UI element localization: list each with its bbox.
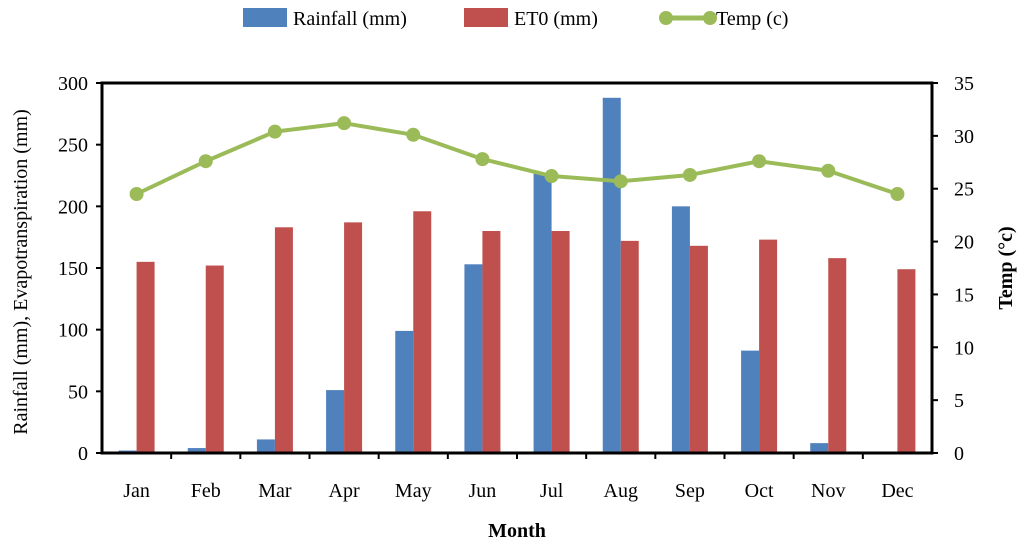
y-tick-label: 200	[58, 196, 88, 218]
x-tick-label: May	[395, 480, 432, 502]
et0-bar-jan	[136, 261, 155, 453]
temp-marker-feb	[198, 154, 213, 169]
x-tick-label: Aug	[604, 480, 638, 502]
legend-swatch-rainfall	[243, 8, 287, 27]
legend-marker-temp	[659, 11, 673, 25]
y2-tick-label: 10	[954, 337, 974, 359]
y-tick-label: 300	[58, 73, 88, 95]
y-tick-label: 150	[58, 258, 88, 280]
rainfall-bar-nov	[810, 443, 829, 453]
bars-group	[118, 97, 916, 454]
x-tick-label: Jul	[540, 480, 564, 502]
x-tick-label: Mar	[258, 480, 292, 502]
et0-bar-jul	[551, 231, 570, 453]
temp-marker-nov	[821, 163, 836, 178]
y2-axis-title: Temp (°c)	[995, 226, 1017, 309]
et0-bar-aug	[620, 240, 639, 453]
rainfall-bar-may	[395, 330, 414, 453]
rainfall-bar-feb	[187, 448, 206, 453]
temp-marker-oct	[752, 154, 767, 169]
y-axis-left: 0 50 100 150 200 250 300	[58, 73, 102, 465]
y2-tick-label: 30	[954, 126, 974, 148]
x-tick-label: Apr	[329, 480, 360, 502]
rainfall-bar-oct	[741, 350, 760, 453]
x-tick-label: Oct	[745, 480, 774, 502]
x-axis-title: Month	[488, 520, 546, 542]
y2-tick-label: 5	[954, 390, 964, 412]
y2-tick-label: 20	[954, 232, 974, 254]
y2-tick-label: 25	[954, 179, 974, 201]
rainfall-bar-apr	[326, 390, 345, 453]
legend-marker-temp	[703, 11, 717, 25]
y-axis-title: Rainfall (mm), Evapotranspiration (mm)	[10, 109, 32, 434]
rainfall-bar-aug	[602, 97, 621, 454]
et0-bar-nov	[828, 258, 847, 453]
temp-marker-aug	[613, 174, 628, 189]
y-axis-right: 0 5 10 15 20 25 30 35	[932, 73, 974, 465]
x-tick-label: Jun	[469, 480, 497, 502]
rainfall-bar-mar	[256, 439, 275, 453]
et0-bar-feb	[205, 265, 224, 453]
et0-bar-apr	[344, 222, 363, 453]
temp-marker-jul	[544, 169, 559, 184]
legend-label-temp: Temp (c)	[716, 8, 788, 30]
x-tick-label: Dec	[881, 480, 913, 502]
y-tick-label: 0	[78, 443, 88, 465]
x-axis: Jan Feb Mar Apr May Jun Jul Aug Sep Oct Nov Dec	[123, 453, 914, 502]
temp-marker-may	[406, 127, 421, 142]
et0-bar-jun	[482, 231, 501, 453]
temp-marker-dec	[890, 187, 905, 201]
legend-swatch-et0	[464, 8, 508, 27]
legend-label-et0: ET0 (mm)	[514, 8, 598, 30]
y2-tick-label: 0	[954, 443, 964, 465]
x-tick-label: Jan	[123, 480, 150, 502]
rainfall-bar-sep	[671, 206, 690, 453]
y2-tick-label: 35	[954, 73, 974, 95]
x-tick-label: Nov	[811, 480, 845, 502]
temp-marker-mar	[267, 124, 282, 139]
et0-bar-may	[413, 211, 432, 453]
legend: Rainfall (mm) ET0 (mm) Temp (c)	[243, 8, 788, 30]
temp-marker-jan	[129, 187, 144, 201]
y-tick-label: 250	[58, 135, 88, 157]
temp-marker-apr	[337, 116, 352, 131]
y-tick-label: 50	[68, 381, 88, 403]
plot-area-frame	[100, 81, 934, 455]
temp-marker-sep	[682, 167, 697, 182]
legend-label-rainfall: Rainfall (mm)	[293, 8, 407, 30]
temp-marker-jun	[475, 152, 490, 167]
et0-bar-sep	[689, 245, 708, 453]
et0-bar-mar	[274, 227, 293, 453]
rainfall-bar-jul	[533, 173, 552, 454]
y-tick-label: 100	[58, 320, 88, 342]
et0-bar-oct	[759, 239, 778, 453]
et0-bar-dec	[897, 269, 916, 453]
x-tick-label: Feb	[191, 480, 221, 502]
temp-line-group	[129, 116, 905, 201]
temp-line	[135, 121, 899, 196]
rainfall-bar-jun	[464, 264, 483, 453]
x-tick-label: Sep	[675, 480, 705, 502]
y2-tick-label: 15	[954, 284, 974, 306]
